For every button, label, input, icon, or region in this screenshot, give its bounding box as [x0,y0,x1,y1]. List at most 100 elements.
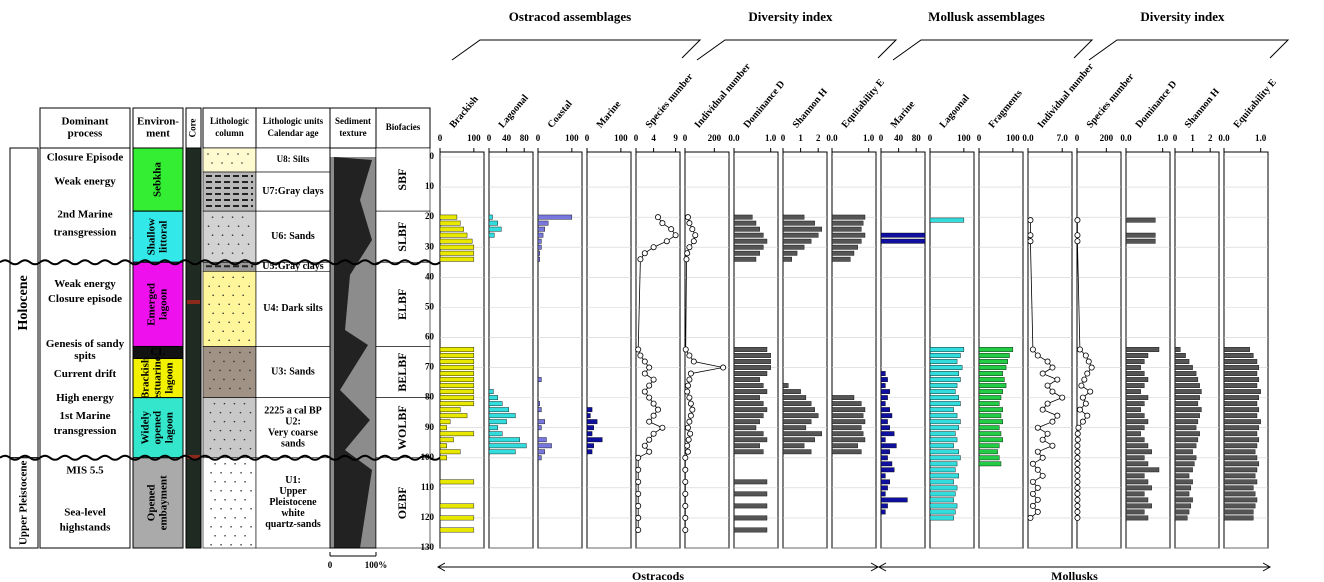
bar [1224,462,1259,466]
series-point [685,251,690,256]
bar [832,444,858,448]
series-point [683,491,688,496]
environment-text: Opened [146,485,158,522]
bar [1175,425,1196,429]
bar [1224,365,1259,369]
bar [538,456,541,460]
series-point [647,383,652,388]
bar [832,413,863,417]
bar [930,438,957,442]
bar [979,389,1003,393]
x-tick-label: 0.0 [1218,133,1230,143]
group-header: Ostracod assemblages [509,9,631,24]
lithology-dot [224,421,226,423]
bar [832,419,865,423]
lithology-dot [250,490,252,492]
bar [979,371,1003,375]
x-tick-label: 100 [1006,133,1020,143]
bar [734,215,752,219]
y-tick-label: 80 [425,392,435,402]
series-point [1028,239,1033,244]
lithology-dot [228,321,230,323]
x-tick-label: 40 [894,133,904,143]
x-tick-label: 0 [928,133,933,143]
bar [734,221,756,225]
lithology-dot [240,430,242,432]
series-point [1075,479,1080,484]
series-point [1055,377,1060,382]
bar [783,389,801,393]
lithology-dot [209,370,211,372]
bar [1126,438,1144,442]
bar [881,450,890,454]
bar [783,401,811,405]
series-point [687,353,692,358]
series-point [1080,419,1085,424]
bar [979,462,1001,466]
bar [440,425,447,429]
bar [1224,407,1259,411]
bar [832,425,861,429]
series-point [1085,371,1090,376]
bar [1175,492,1189,496]
header-text: texture [339,128,366,138]
header-text: Sediment [335,116,371,126]
series-point [683,527,688,532]
lithology-dot [230,544,232,546]
bar [1175,383,1200,387]
x-tick-label: 0 [781,133,786,143]
lithology-dot [242,216,244,218]
lithology-dot [243,361,245,363]
bar [538,377,541,381]
x-tick-label: 2 [816,133,821,143]
bar [1126,468,1159,472]
series-point [636,479,641,484]
bar [832,251,854,255]
lithology-dot [229,388,231,390]
bar [832,239,861,243]
bar [1126,377,1148,381]
bar [1175,389,1201,393]
lithology-dot [218,285,220,287]
process-text: 1st Marine [59,410,110,422]
series-point [683,455,688,460]
x-tick-label: 100 [467,133,481,143]
lithology-dot [209,352,211,354]
group-header: Diversity index [1140,9,1225,24]
lithology-dot [238,303,240,305]
environment-text: Widely [140,410,152,444]
lithology-dot [223,379,225,381]
lithology-dot [224,403,226,405]
bar [587,425,594,429]
bar [734,365,771,369]
bar [881,432,894,436]
series-point [1035,449,1040,454]
bar [1175,365,1193,369]
epoch-name: Holocene [16,275,31,330]
lithology-dot [222,216,224,218]
bar [489,233,494,237]
bar [1126,480,1148,484]
bar [489,432,502,436]
bar [930,383,957,387]
panel-title: Lagoonal [497,93,531,131]
series-point [636,491,641,496]
process-text: transgression [54,227,117,239]
bar [832,407,865,411]
bar [1224,383,1257,387]
bar [1126,389,1141,393]
lithology-dot [242,276,244,278]
series-point [647,365,652,370]
process-text: Closure episode [48,293,122,305]
lithology-dot [232,294,234,296]
lithology-dot [238,225,240,227]
lithology-dot [212,216,214,218]
bar [832,401,861,405]
lithology-dot [224,517,226,519]
lithology-dot [210,544,212,546]
series-point [1075,497,1080,502]
unit-text: sands [281,438,305,449]
bar [881,401,885,405]
lithology-dot [232,216,234,218]
lithology-dot [221,162,223,164]
